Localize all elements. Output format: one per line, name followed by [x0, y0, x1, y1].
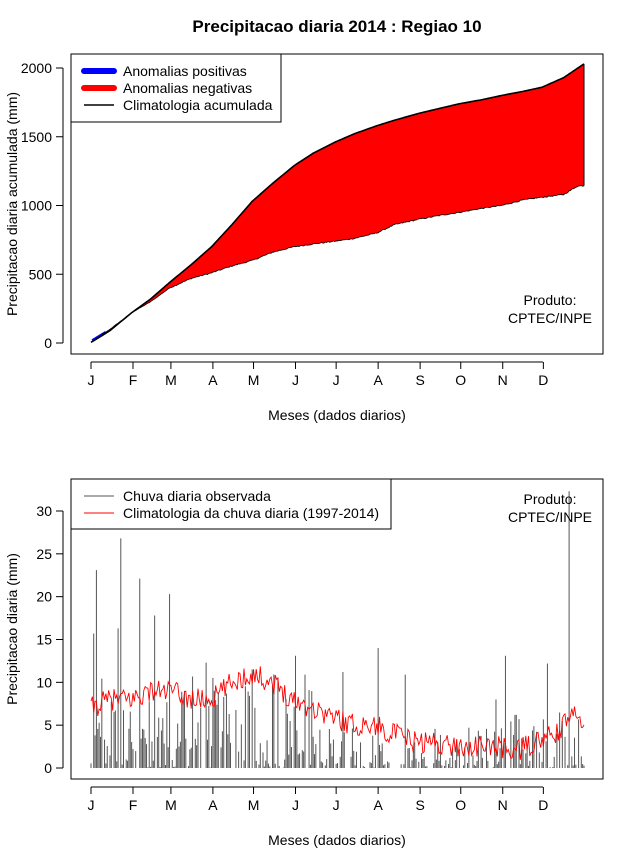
top-credit-line2: CPTEC/INPE: [508, 310, 592, 326]
bottom-y-ticks: 0 5 10 15 20 25 30: [36, 503, 63, 776]
bottom-credit-line1: Produto:: [524, 491, 577, 507]
top-x-tick-label: J: [333, 372, 340, 388]
bottom-x-tick-label: N: [498, 797, 508, 813]
climatology-accumulated-line: [90, 63, 585, 343]
top-y-axis-label: Precipitacao diaria acumulada (mm): [4, 92, 20, 316]
bottom-x-axis-label: Meses (dados diarios): [268, 832, 406, 848]
top-x-tick-label: O: [455, 372, 466, 388]
bottom-credit-line2: CPTEC/INPE: [508, 509, 592, 525]
bottom-y-axis-label: Precipitacao diaria (mm): [4, 553, 20, 705]
bottom-y-tick-label: 5: [44, 717, 52, 733]
top-credit-line1: Produto:: [524, 292, 577, 308]
top-y-tick-label: 1500: [21, 129, 52, 145]
top-x-tick-label: S: [415, 372, 424, 388]
bottom-x-tick-label: M: [165, 797, 177, 813]
climatology-daily-line: [90, 666, 585, 760]
bottom-x-tick-label: J: [333, 797, 340, 813]
bottom-chart: 0 5 10 15 20 25 30 J F M A M J J A S O N D Meses (dados d…: [4, 478, 604, 848]
bottom-y-tick-label: 30: [36, 503, 52, 519]
bottom-x-tick-label: J: [292, 797, 299, 813]
bottom-legend-box: [70, 478, 392, 530]
top-x-tick-label: J: [292, 372, 299, 388]
bottom-y-tick-label: 20: [36, 589, 52, 605]
legend-label-climatology: Climatologia acumulada: [123, 97, 273, 113]
negative-anomaly-area: [91, 63, 584, 343]
top-x-tick-label: D: [538, 372, 548, 388]
top-x-axis-label: Meses (dados diarios): [268, 407, 406, 423]
bottom-y-tick-label: 10: [36, 674, 52, 690]
legend-label-negative: Anomalias negativas: [123, 80, 252, 96]
top-x-tick-label: M: [165, 372, 177, 388]
top-x-tick-label: M: [248, 372, 260, 388]
legend-label-observed: Chuva diaria observada: [123, 488, 271, 504]
bottom-x-tick-label: M: [248, 797, 260, 813]
bottom-y-tick-label: 25: [36, 546, 52, 562]
accumulated-lines-layer: [90, 63, 585, 343]
top-plot-frame: [70, 53, 604, 355]
bottom-x-tick-label: S: [415, 797, 424, 813]
figure-title: Precipitacao diaria 2014 : Regiao 10: [192, 17, 481, 36]
top-y-tick-label: 500: [29, 266, 53, 282]
top-x-tick-label: A: [208, 372, 218, 388]
bottom-x-tick-label: A: [373, 797, 383, 813]
top-y-tick-label: 2000: [21, 60, 52, 76]
top-legend: Anomalias positivas Anomalias negativas …: [70, 53, 282, 123]
top-y-tick-label: 1000: [21, 198, 52, 214]
bottom-y-tick-label: 15: [36, 632, 52, 648]
legend-label-clim-daily: Climatologia da chuva diaria (1997-2014): [123, 505, 379, 521]
bottom-x-tick-label: J: [88, 797, 95, 813]
top-x-tick-label: F: [129, 372, 138, 388]
legend-label-positive: Anomalias positivas: [123, 63, 247, 79]
bottom-x-tick-label: F: [129, 797, 138, 813]
bottom-y-tick-label: 0: [44, 760, 52, 776]
top-y-ticks: 0 500 1000 1500 2000: [21, 60, 63, 351]
bottom-legend: Chuva diaria observada Climatologia da c…: [70, 478, 392, 530]
top-x-tick-label: A: [373, 372, 383, 388]
bottom-x-tick-label: A: [208, 797, 218, 813]
top-chart: 0 500 1000 1500 2000 J F M A M J J A S O N D Meses (dad…: [4, 53, 604, 423]
bottom-x-tick-label: D: [538, 797, 548, 813]
climatology-line-layer: [90, 666, 585, 760]
bottom-x-tick-label: O: [455, 797, 466, 813]
observed-accumulated-line: [90, 185, 585, 343]
observed-bars-layer: [90, 491, 585, 768]
anomaly-fill-layer: [91, 63, 584, 343]
top-x-tick-label: J: [88, 372, 95, 388]
top-y-tick-label: 0: [44, 335, 52, 351]
top-x-tick-label: N: [498, 372, 508, 388]
